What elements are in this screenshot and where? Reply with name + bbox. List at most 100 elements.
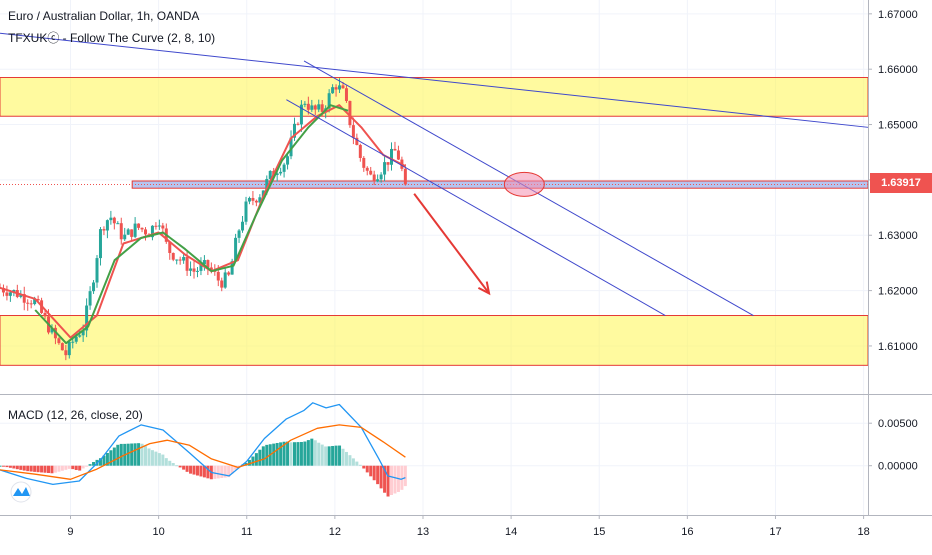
chart-title[interactable]: Euro / Australian Dollar, 1h, OANDA bbox=[8, 9, 200, 23]
candle-body bbox=[43, 312, 47, 317]
candle-body bbox=[303, 103, 307, 105]
macd-histogram-bar bbox=[105, 452, 109, 466]
macd-histogram-bar bbox=[157, 453, 161, 466]
candle-body bbox=[327, 93, 331, 109]
macd-histogram-bar bbox=[22, 465, 26, 471]
support-zone bbox=[131, 180, 869, 189]
macd-histogram-bar bbox=[334, 445, 338, 466]
macd-histogram-bar bbox=[247, 459, 251, 466]
macd-histogram-bar bbox=[26, 465, 30, 472]
price-tick-label: 1.66000 bbox=[878, 64, 918, 76]
arrow-head bbox=[477, 281, 491, 296]
macd-histogram-bar bbox=[112, 447, 116, 466]
candle-body bbox=[299, 104, 303, 125]
macd-histogram-bar bbox=[251, 456, 255, 466]
candle-body bbox=[92, 282, 96, 292]
macd-histogram-bar bbox=[5, 465, 9, 468]
candle-body bbox=[230, 261, 234, 275]
macd-histogram-bar bbox=[92, 462, 96, 466]
resistance-zone bbox=[0, 315, 869, 366]
candle-body bbox=[355, 137, 359, 145]
candle-body bbox=[390, 148, 394, 165]
macd-histogram-bar bbox=[19, 465, 23, 470]
candle-body bbox=[154, 225, 158, 227]
macd-histogram-bar bbox=[230, 465, 234, 474]
macd-histogram-bar bbox=[192, 465, 196, 475]
ma-red-line bbox=[0, 104, 406, 339]
candle-body bbox=[182, 257, 186, 261]
candle-body bbox=[105, 220, 109, 231]
candle-body bbox=[88, 291, 92, 306]
candle-body bbox=[209, 267, 213, 271]
macd-histogram-bar bbox=[144, 446, 148, 466]
time-tick-label: 18 bbox=[857, 526, 869, 538]
macd-histogram-bar bbox=[403, 465, 407, 487]
macd-histogram-bar bbox=[140, 443, 144, 466]
candle-body bbox=[126, 229, 130, 235]
candle-body bbox=[403, 168, 407, 185]
candle-body bbox=[161, 225, 165, 229]
candle-body bbox=[74, 336, 78, 342]
macd-histogram-bar bbox=[220, 465, 224, 478]
macd-histogram-bar bbox=[216, 465, 220, 479]
macd-histogram-bar bbox=[303, 441, 307, 466]
candle-body bbox=[67, 341, 71, 356]
candle-body bbox=[60, 343, 64, 351]
macd-histogram-bar bbox=[85, 465, 89, 467]
candle-body bbox=[372, 174, 376, 182]
macd-histogram-bar bbox=[119, 443, 123, 466]
macd-histogram-bar bbox=[265, 444, 269, 466]
candle-body bbox=[140, 227, 144, 230]
macd-histogram-bar bbox=[227, 465, 231, 478]
candle-body bbox=[386, 162, 390, 165]
candle-body bbox=[341, 85, 345, 89]
candle-body bbox=[365, 167, 369, 171]
time-tick-label: 14 bbox=[505, 526, 517, 538]
resistance-zone bbox=[0, 76, 869, 117]
time-tick-label: 15 bbox=[593, 526, 605, 538]
macd-histogram-bar bbox=[310, 438, 314, 466]
candle-body bbox=[206, 260, 210, 268]
candle-body bbox=[247, 197, 251, 202]
macd-histogram-bar bbox=[29, 465, 33, 472]
candle-body bbox=[199, 264, 203, 271]
price-tick-label: 1.62000 bbox=[878, 286, 918, 298]
macd-histogram-bar bbox=[67, 465, 71, 469]
trend-line bbox=[0, 32, 869, 128]
macd-histogram-bar bbox=[272, 443, 276, 466]
macd-histogram-bar bbox=[161, 454, 165, 466]
candle-body bbox=[57, 338, 61, 344]
macd-signal-line bbox=[0, 424, 406, 480]
candle-body bbox=[189, 268, 193, 271]
macd-histogram-bar bbox=[254, 453, 258, 466]
candle-body bbox=[33, 299, 37, 305]
price-tick-label: 1.61000 bbox=[878, 341, 918, 353]
macd-histogram-bar bbox=[213, 465, 217, 479]
candle-body bbox=[116, 223, 120, 225]
macd-histogram-bar bbox=[348, 455, 352, 466]
macd-histogram-bar bbox=[50, 465, 54, 474]
macd-label[interactable]: MACD (12, 26, close, 20) bbox=[8, 408, 143, 422]
macd-histogram-bar bbox=[81, 465, 85, 469]
time-tick-label: 11 bbox=[241, 526, 252, 538]
macd-histogram-bar bbox=[98, 458, 102, 466]
macd-histogram-bar bbox=[390, 465, 394, 495]
time-tick-label: 17 bbox=[769, 526, 781, 538]
candle-body bbox=[292, 123, 296, 138]
tradingview-logo-icon bbox=[10, 481, 32, 503]
candle-body bbox=[78, 335, 82, 337]
candle-body bbox=[289, 137, 293, 157]
macd-histogram-bar bbox=[289, 442, 293, 466]
arrow-shaft bbox=[413, 193, 490, 294]
candle-body bbox=[310, 105, 314, 110]
indicator-label[interactable]: TFXUKⓒ - Follow The Curve (2, 8, 10) bbox=[8, 31, 216, 45]
candle-body bbox=[168, 241, 172, 253]
candle-body bbox=[296, 123, 300, 125]
candle-body bbox=[268, 170, 272, 179]
candle-body bbox=[275, 173, 279, 175]
macd-histogram-bar bbox=[369, 465, 373, 477]
macd-histogram-bar bbox=[379, 465, 383, 489]
macd-histogram-bar bbox=[286, 441, 290, 466]
